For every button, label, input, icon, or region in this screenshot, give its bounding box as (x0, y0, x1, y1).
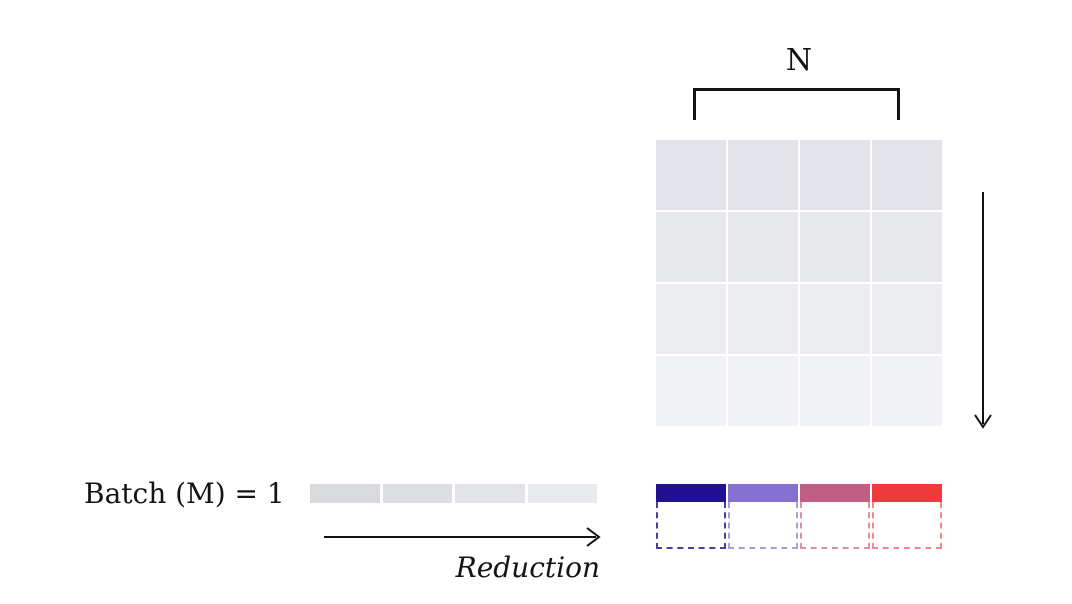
output-placeholder-cell (656, 502, 726, 549)
output-vector (656, 484, 942, 549)
matrix-cell (656, 356, 726, 426)
output-column (800, 484, 870, 549)
input-vector-cell (455, 484, 525, 503)
matrix-cell (872, 212, 942, 282)
matrix-cell (800, 140, 870, 210)
output-vector-cell (872, 484, 942, 502)
matrix-cell (728, 212, 798, 282)
matrix-cell (872, 140, 942, 210)
n-dimension-label: N (785, 43, 813, 78)
reduction-arrow-icon (324, 527, 601, 547)
output-column (656, 484, 726, 549)
input-vector (310, 484, 597, 503)
matrix-cell (656, 284, 726, 354)
n-dimension-bracket (693, 88, 900, 120)
matrix-cell (800, 284, 870, 354)
output-column (728, 484, 798, 549)
matrix-cell (656, 140, 726, 210)
output-vector-cell (728, 484, 798, 502)
matrix-grid (656, 140, 942, 426)
matrix-cell (872, 356, 942, 426)
matrix-cell (728, 356, 798, 426)
input-vector-cell (310, 484, 380, 503)
batch-label: Batch (M) = 1 (84, 477, 285, 510)
matrix-cell (800, 212, 870, 282)
matrix-cell (800, 356, 870, 426)
output-column (872, 484, 942, 549)
down-arrow-icon (974, 192, 992, 429)
output-placeholder-cell (800, 502, 870, 549)
output-placeholder-cell (872, 502, 942, 549)
matrix-cell (656, 212, 726, 282)
input-vector-cell (527, 484, 597, 503)
matrix-cell (728, 140, 798, 210)
matrix-cell (728, 284, 798, 354)
input-vector-cell (382, 484, 452, 503)
reduction-label: Reduction (455, 551, 600, 584)
output-placeholder-cell (728, 502, 798, 549)
output-vector-cell (800, 484, 870, 502)
output-vector-cell (656, 484, 726, 502)
matrix-cell (872, 284, 942, 354)
